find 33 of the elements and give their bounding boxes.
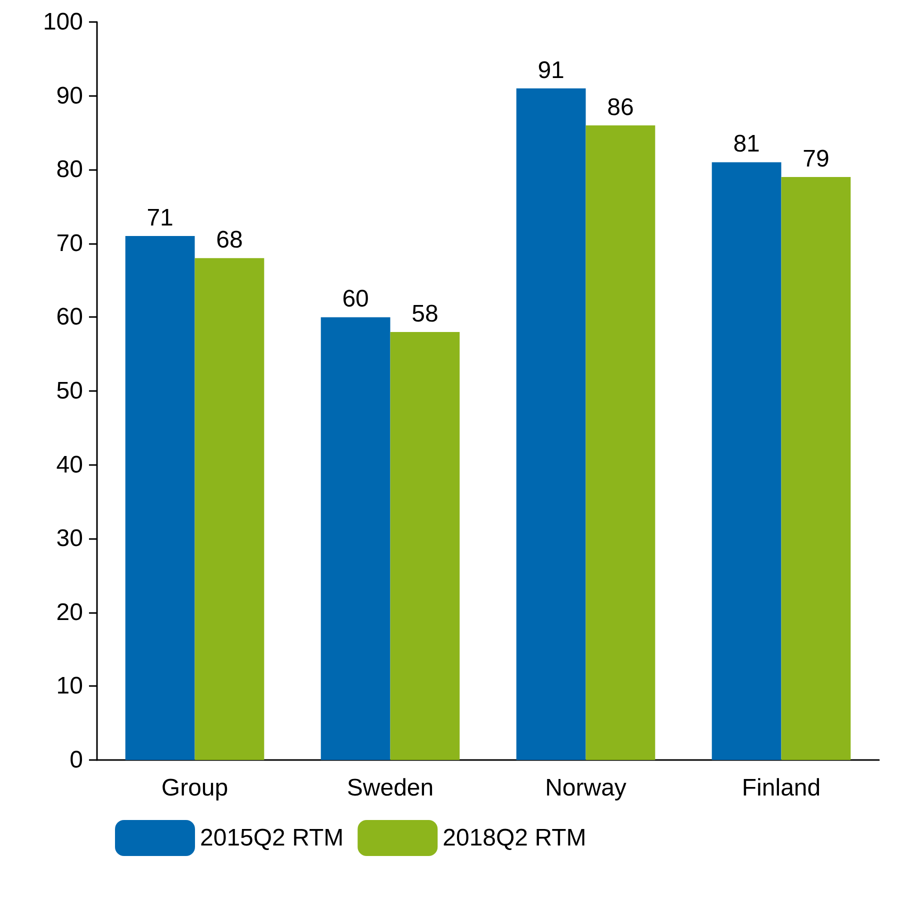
x-tick-label: Finland	[742, 774, 821, 802]
bar	[712, 162, 782, 760]
y-tick-label: 80	[56, 156, 83, 184]
x-tick-label: Group	[161, 774, 228, 802]
y-tick-label: 90	[56, 82, 83, 110]
data-label: 81	[733, 130, 760, 158]
y-tick-label: 10	[56, 672, 83, 700]
y-tick-label: 20	[56, 598, 83, 626]
data-label: 58	[412, 300, 438, 328]
data-label: 91	[538, 56, 564, 84]
data-label: 68	[216, 226, 243, 254]
data-label: 79	[802, 145, 830, 172]
x-tick-label: Norway	[545, 774, 626, 802]
bar	[194, 258, 264, 760]
bar	[781, 176, 851, 760]
bar	[125, 236, 195, 760]
legend-label: 2018Q2 RTM	[442, 824, 586, 852]
data-label: 60	[342, 286, 369, 313]
bar	[516, 88, 586, 760]
y-tick-label: 50	[56, 378, 83, 404]
y-tick-label: 40	[56, 451, 83, 478]
y-tick-label: 0	[70, 746, 83, 774]
data-label: 86	[607, 94, 634, 121]
bar	[320, 317, 390, 760]
y-tick-label: 60	[56, 304, 83, 331]
y-tick-label: 30	[56, 525, 83, 552]
y-tick-label: 70	[56, 230, 83, 257]
x-tick-label: Sweden	[346, 774, 434, 802]
legend-label: 2015Q2 RTM	[200, 824, 344, 852]
bar	[390, 332, 460, 760]
data-label: 71	[146, 204, 174, 232]
y-tick-label: 100	[42, 8, 83, 36]
bar	[586, 125, 656, 760]
